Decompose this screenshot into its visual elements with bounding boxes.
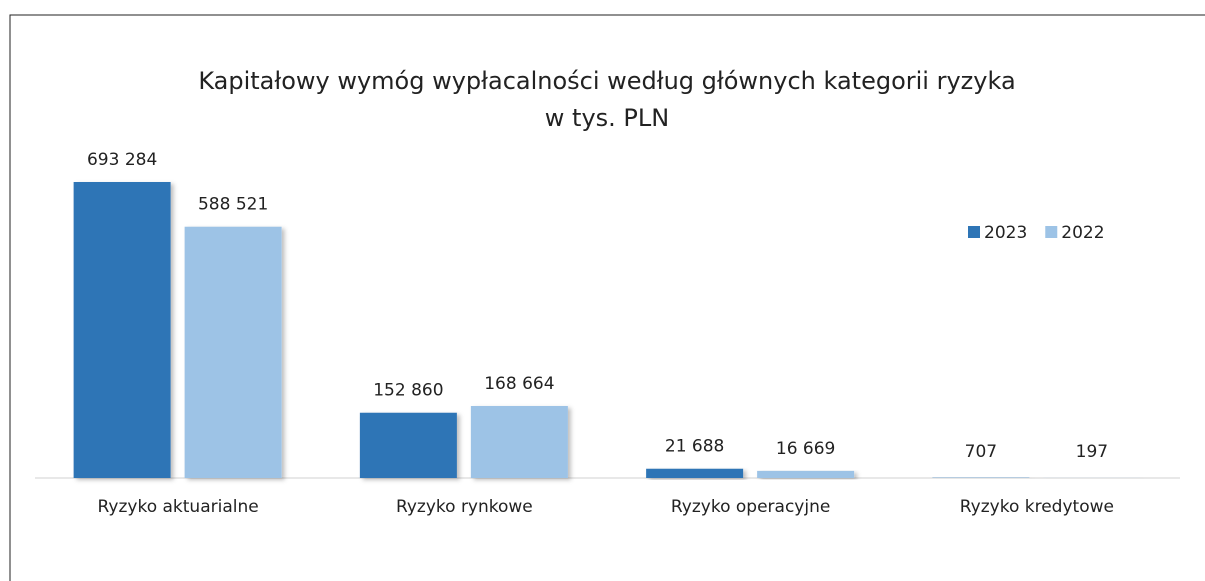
legend-swatch: [968, 226, 980, 238]
bar: [184, 226, 282, 478]
bar: [73, 182, 171, 478]
legend-label: 2022: [1061, 223, 1104, 243]
legend-swatch: [1045, 226, 1058, 238]
chart-subtitle: w tys. PLN: [545, 104, 669, 132]
x-tick-label: Ryzyko operacyjne: [671, 497, 830, 517]
bar: [470, 405, 568, 478]
legend-label: 2023: [984, 223, 1027, 243]
data-label: 197: [1076, 442, 1108, 462]
bar: [646, 468, 744, 478]
data-label: 693 284: [87, 150, 157, 170]
x-tick-label: Ryzyko aktuarialne: [98, 497, 259, 517]
data-label: 152 860: [373, 381, 443, 401]
data-label: 707: [965, 442, 997, 462]
frame: [9, 14, 1205, 581]
data-label: 168 664: [484, 374, 554, 394]
bar: [359, 412, 457, 478]
bar: [757, 470, 855, 478]
chart-title: Kapitałowy wymóg wypłacalności według gł…: [198, 67, 1015, 95]
x-tick-label: Ryzyko rynkowe: [396, 497, 533, 517]
x-tick-label: Ryzyko kredytowe: [960, 497, 1114, 517]
data-label: 16 669: [776, 439, 835, 459]
data-label: 588 521: [198, 195, 268, 215]
data-label: 21 688: [665, 437, 724, 457]
